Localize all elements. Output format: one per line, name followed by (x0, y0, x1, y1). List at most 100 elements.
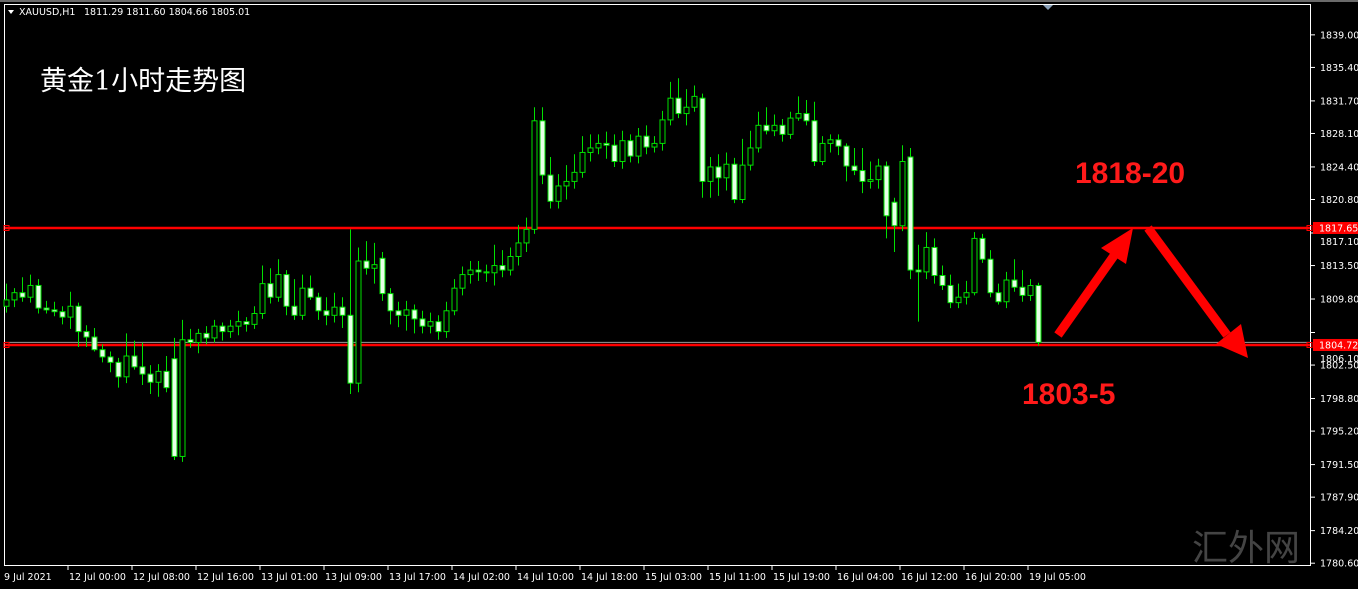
candle-body-bullish (467, 269, 474, 276)
candle (603, 131, 610, 159)
candle-body-bullish (1027, 285, 1034, 296)
candle (299, 274, 306, 320)
candle (419, 310, 426, 334)
candle-body-bullish (651, 142, 658, 148)
candle-body-bearish (83, 331, 90, 338)
candle-body-bearish (43, 307, 50, 311)
candle (763, 107, 770, 135)
candle (723, 152, 730, 191)
candle-body-bullish (331, 306, 338, 316)
candle-body-bullish (227, 325, 234, 333)
candle-body-bearish (699, 97, 706, 182)
candle (107, 351, 114, 373)
forecast-arrows (1054, 225, 1248, 358)
level-price-tag (1313, 338, 1358, 351)
x-tick-label: 13 Jul 01:00 (261, 572, 318, 583)
candle-body-bearish (907, 156, 914, 271)
candle-body-bearish (499, 265, 506, 271)
candle (67, 291, 74, 329)
x-tick-label: 16 Jul 20:00 (965, 572, 1022, 583)
candle-body-bearish (203, 332, 210, 339)
candle (179, 319, 186, 462)
plot-frame (4, 4, 1311, 566)
candle (547, 156, 554, 209)
candle (739, 138, 746, 204)
candle-body-bearish (931, 246, 938, 277)
candle-body-bullish (819, 142, 826, 163)
candle-body-bullish (923, 246, 930, 273)
candle-body-bullish (755, 124, 762, 149)
candle-body-bullish (827, 139, 834, 144)
candle-body-bullish (771, 124, 778, 132)
candle-body-bearish (947, 284, 954, 304)
candle-body-bearish (323, 310, 330, 316)
candle (675, 78, 682, 119)
candle (259, 265, 266, 319)
candle-body-bearish (163, 370, 170, 389)
candle (1011, 259, 1018, 292)
candle-body-bearish (147, 373, 154, 383)
horizontal-levels: 1817.65 1804.72 (3, 222, 1358, 351)
candle-body-bearish (779, 124, 786, 135)
candle-body-bearish (859, 170, 866, 182)
candle-body-bullish (595, 142, 602, 149)
candle (883, 161, 890, 239)
candle-body-bullish (507, 256, 514, 271)
y-tick-label: 1806.10 (1320, 354, 1358, 365)
candle (347, 229, 354, 395)
y-tick-label: 1798.80 (1320, 394, 1358, 405)
candle-body-bearish (115, 361, 122, 378)
candle (787, 111, 794, 139)
overlay-title: 黄金1小时走势图 (40, 66, 246, 97)
candle-body-bearish (611, 144, 618, 163)
candle-body-bullish (123, 355, 130, 378)
candle-body-bearish (75, 305, 82, 333)
candle (227, 319, 234, 338)
candle (267, 268, 274, 304)
candle-body-bullish (3, 299, 10, 307)
candle-body-bullish (235, 321, 242, 327)
candle (3, 283, 10, 313)
candle (715, 154, 722, 196)
candle (875, 158, 882, 189)
candle (587, 134, 594, 162)
candle (467, 261, 474, 284)
candle-body-bearish (395, 310, 402, 316)
candle-body-bearish (483, 271, 490, 274)
dropdown-triangle-icon[interactable] (8, 10, 14, 14)
candle (651, 136, 658, 153)
candle-body-bearish (187, 339, 194, 343)
candle (155, 364, 162, 397)
candle-body-bearish (539, 120, 546, 176)
candle (443, 301, 450, 338)
candle (123, 333, 130, 384)
candle (915, 244, 922, 322)
candle-body-bullish (555, 185, 562, 202)
symbol-label: XAUUSD,H1 (19, 7, 75, 18)
candle-body-bearish (363, 260, 370, 269)
candle (899, 145, 906, 232)
candle-body-bearish (939, 275, 946, 286)
candle-body-bullish (371, 264, 378, 269)
candle-body-bearish (107, 356, 114, 363)
chart-shift-marker-icon[interactable] (1043, 5, 1053, 10)
candle-body-bearish (547, 174, 554, 202)
ohlc-readout: 1811.29 1811.60 1804.66 1805.01 (84, 7, 250, 18)
candle-body-bullish (67, 305, 74, 318)
candle (1035, 282, 1042, 346)
candle (451, 279, 458, 316)
candle-body-bearish (35, 284, 42, 309)
x-tick-label: 14 Jul 02:00 (453, 572, 510, 583)
candle (475, 261, 482, 281)
x-tick-label: 14 Jul 18:00 (581, 572, 638, 583)
candle-body-bearish (835, 139, 842, 147)
candle (851, 147, 858, 176)
watermark: 汇外网 (1192, 528, 1300, 569)
candle (779, 118, 786, 142)
candle (339, 297, 346, 328)
candle-body-bullish (299, 287, 306, 316)
candle (867, 161, 874, 189)
candle (187, 328, 194, 348)
candle (211, 319, 218, 343)
